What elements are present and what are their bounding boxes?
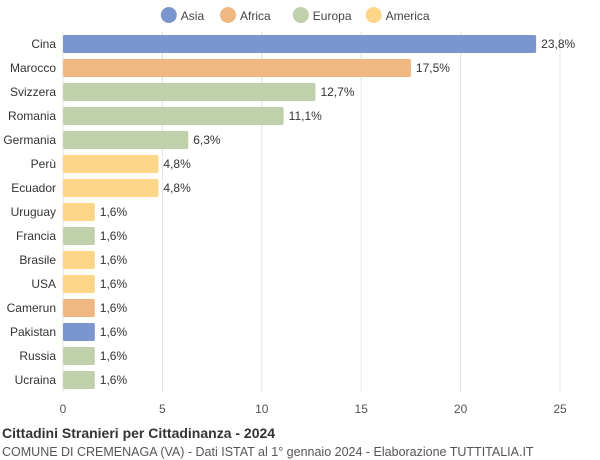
bar (63, 83, 316, 101)
value-label: 23,8% (541, 37, 575, 51)
bar (63, 251, 95, 269)
category-label: Uruguay (11, 205, 56, 219)
legend-label: Asia (181, 9, 205, 23)
bar (63, 203, 95, 221)
value-label: 4,8% (163, 157, 191, 171)
bar (63, 275, 95, 293)
bar (63, 59, 411, 77)
value-label: 1,6% (100, 253, 128, 267)
category-label: Germania (3, 133, 56, 147)
category-label: Russia (19, 349, 56, 363)
value-label: 1,6% (100, 373, 128, 387)
category-label: Francia (16, 229, 56, 243)
x-tick-label: 0 (60, 402, 67, 416)
category-label: Brasile (19, 253, 56, 267)
value-label: 1,6% (100, 301, 128, 315)
value-label: 4,8% (163, 181, 191, 195)
bar (63, 347, 95, 365)
category-label: Marocco (10, 61, 56, 75)
value-label: 12,7% (320, 85, 354, 99)
chart-title: Cittadini Stranieri per Cittadinanza - 2… (2, 425, 276, 441)
x-tick-label: 25 (553, 402, 567, 416)
legend-marker (160, 7, 177, 23)
bar (63, 371, 95, 389)
value-label: 1,6% (100, 229, 128, 243)
chart-subtitle: COMUNE DI CREMENAGA (VA) - Dati ISTAT al… (2, 445, 534, 459)
category-label: Camerun (7, 301, 56, 315)
bar (63, 35, 537, 53)
category-label: Perù (31, 157, 56, 171)
x-tick-label: 10 (255, 402, 269, 416)
bar (63, 299, 95, 317)
category-label: Romania (8, 109, 56, 123)
bar-chart: 0 5 10 15 20 25 Cina 23,8% Marocco 17,5% Svizzera 1… (3, 7, 575, 416)
bar (63, 179, 159, 197)
bar (63, 323, 95, 341)
value-label: 1,6% (100, 325, 128, 339)
legend-label: Africa (240, 9, 271, 23)
category-label: USA (31, 277, 56, 291)
x-tick-label: 15 (355, 402, 369, 416)
bar (63, 107, 284, 125)
value-label: 6,3% (193, 133, 221, 147)
category-label: Ucraina (15, 373, 57, 387)
legend-label: America (386, 9, 430, 23)
legend-marker (365, 7, 382, 23)
legend-marker (220, 7, 236, 23)
value-label: 11,1% (289, 109, 322, 123)
legend-marker (292, 7, 309, 23)
value-label: 1,6% (100, 349, 128, 363)
value-label: 17,5% (416, 61, 450, 75)
bar (63, 155, 159, 173)
value-label: 1,6% (100, 277, 128, 291)
value-label: 1,6% (100, 205, 128, 219)
x-tick-label: 20 (454, 402, 468, 416)
category-label: Pakistan (10, 325, 56, 339)
x-tick-label: 5 (159, 402, 166, 416)
legend-label: Europa (313, 9, 352, 23)
bar (63, 131, 189, 149)
bar (63, 227, 95, 245)
category-label: Svizzera (10, 85, 56, 99)
category-label: Ecuador (11, 181, 56, 195)
category-label: Cina (31, 37, 56, 51)
